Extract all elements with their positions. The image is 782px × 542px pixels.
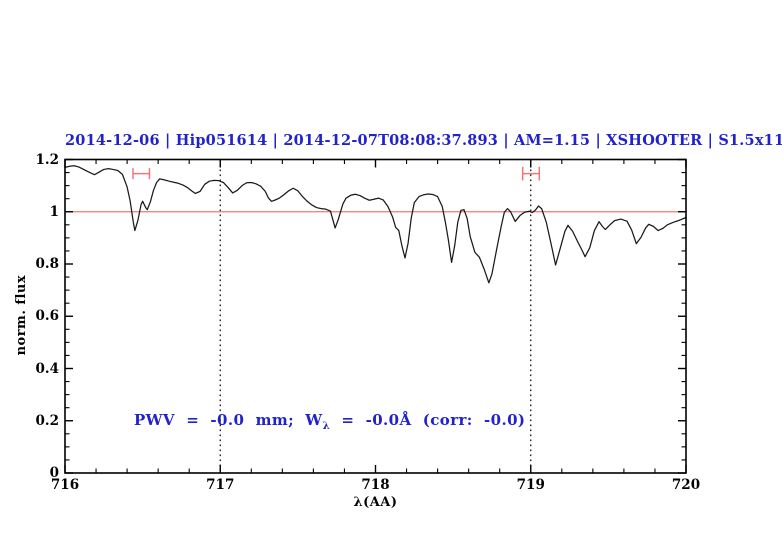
- y-tick-label: 0.4: [35, 360, 60, 377]
- y-tick-label: 1.2: [35, 151, 60, 168]
- x-tick-label: 720: [671, 477, 701, 493]
- pwv-annotation-suffix: = -0.0Å (corr: -0.0): [330, 411, 526, 429]
- y-tick-label: 0.2: [35, 412, 60, 429]
- x-tick-label: 716: [50, 477, 80, 493]
- x-tick-label: 718: [361, 477, 390, 493]
- y-tick-label: 0.8: [35, 256, 60, 272]
- spectrum-line: [64, 165, 687, 284]
- y-tick-label: 0.6: [35, 308, 60, 325]
- pwv-annotation-subscript: λ: [322, 420, 331, 432]
- y-tick-label: 0: [49, 465, 59, 481]
- x-tick-label: 717: [206, 477, 235, 493]
- pwv-annotation-prefix: PWV = -0.0 mm; W: [134, 411, 323, 429]
- pwv-annotation: PWV = -0.0 mm; Wλ = -0.0Å (corr: -0.0): [134, 412, 525, 432]
- x-axis-label: λ(AA): [353, 495, 398, 510]
- plot-title: 2014-12-06 | Hip051614 | 2014-12-07T08:0…: [65, 132, 782, 149]
- y-tick-label: 1: [49, 203, 59, 220]
- x-tick-label: 719: [516, 477, 545, 493]
